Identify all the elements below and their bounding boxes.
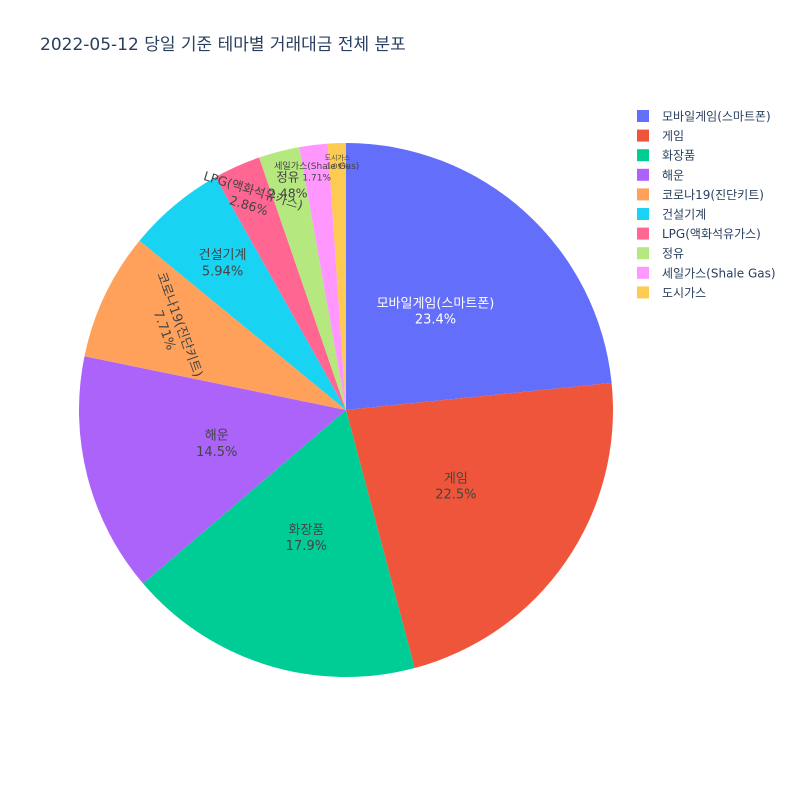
pie-slice-7[interactable] bbox=[259, 147, 346, 410]
legend-swatch-2 bbox=[637, 149, 649, 162]
pie-slice-5[interactable] bbox=[139, 177, 346, 410]
slice-label-7: 정유2.48% bbox=[268, 170, 308, 201]
legend-swatch-4 bbox=[637, 188, 649, 201]
slice-label-name-1: 게임 bbox=[444, 471, 468, 486]
slice-label-8: 세일가스(Shale Gas)1.71% bbox=[274, 161, 359, 183]
chart-title: 2022-05-12 당일 기준 테마별 거래대금 전체 분포 bbox=[40, 35, 406, 55]
legend-item-1[interactable]: 게임 bbox=[637, 129, 684, 143]
pie-slice-6[interactable] bbox=[215, 157, 346, 410]
slice-label-name-5: 건설기계 bbox=[199, 248, 247, 263]
legend-label-8: 세일가스(Shale Gas) bbox=[662, 266, 776, 280]
legend-item-9[interactable]: 도시가스 bbox=[637, 286, 706, 300]
pie-slice-2[interactable] bbox=[143, 410, 415, 678]
slice-label-name-3: 해운 bbox=[205, 429, 229, 444]
slice-label-value-9: 1.09% bbox=[326, 163, 349, 171]
pie-slice-4[interactable] bbox=[84, 240, 346, 410]
slice-label-value-1: 22.5% bbox=[435, 488, 476, 503]
pie-slice-3[interactable] bbox=[78, 356, 346, 584]
slice-label-value-2: 17.9% bbox=[286, 539, 327, 554]
legend-item-8[interactable]: 세일가스(Shale Gas) bbox=[637, 266, 776, 280]
slice-label-value-8: 1.71% bbox=[302, 173, 331, 183]
legend-swatch-6 bbox=[637, 227, 649, 240]
pie-slices bbox=[78, 143, 613, 678]
slice-label-1: 게임 22.5% bbox=[435, 471, 476, 502]
legend-swatch-0 bbox=[637, 110, 649, 122]
legend-label-7: 정유 bbox=[662, 247, 684, 261]
legend-item-4[interactable]: 코로나19(진단키트) bbox=[637, 188, 764, 202]
legend-item-5[interactable]: 건설기계 bbox=[637, 208, 706, 222]
slice-label-value-7: 2.48% bbox=[268, 185, 308, 200]
legend-label-9: 도시가스 bbox=[662, 286, 706, 300]
pie-slice-9[interactable] bbox=[327, 143, 346, 410]
slice-label-name-8: 세일가스(Shale Gas) bbox=[274, 161, 359, 172]
slice-label-value-0: 23.4% bbox=[415, 313, 456, 328]
pie-slice-0[interactable] bbox=[346, 143, 612, 410]
legend-label-1: 게임 bbox=[662, 129, 684, 143]
legend-item-3[interactable]: 해운 bbox=[637, 168, 684, 182]
legend-swatch-8 bbox=[637, 266, 649, 279]
legend-item-0[interactable]: 모바일게임(스마트폰) bbox=[637, 110, 771, 124]
legend-label-5: 건설기계 bbox=[662, 208, 706, 222]
legend-label-4: 코로나19(진단키트) bbox=[662, 188, 764, 202]
slice-label-name-2: 화장품 bbox=[288, 523, 324, 538]
slice-label-value-5: 5.94% bbox=[202, 264, 243, 279]
slice-label-name-0: 모바일게임(스마트폰) bbox=[377, 296, 495, 311]
legend-label-2: 화장품 bbox=[662, 149, 695, 163]
legend-label-3: 해운 bbox=[662, 168, 684, 182]
legend-swatch-7 bbox=[637, 247, 649, 260]
slice-label-value-3: 14.5% bbox=[196, 445, 237, 460]
legend-item-7[interactable]: 정유 bbox=[637, 247, 684, 261]
slice-label-name-7: 정유 bbox=[276, 170, 299, 185]
slice-label-name-9: 도시가스 bbox=[325, 153, 351, 162]
legend-label-0: 모바일게임(스마트폰) bbox=[662, 110, 771, 124]
legend-swatch-9 bbox=[637, 286, 649, 299]
legend-item-6[interactable]: LPG(액화석유가스) bbox=[637, 227, 761, 241]
pie-slice-1[interactable] bbox=[346, 382, 613, 669]
legend-swatch-1 bbox=[637, 129, 649, 142]
legend-item-2[interactable]: 화장품 bbox=[637, 149, 695, 163]
slice-label-0: 모바일게임(스마트폰) 23.4% bbox=[377, 296, 495, 327]
legend-swatch-5 bbox=[637, 208, 649, 220]
legend-swatch-3 bbox=[637, 168, 649, 181]
legend-label-6: LPG(액화석유가스) bbox=[662, 227, 761, 241]
pie-slice-8[interactable] bbox=[299, 143, 346, 410]
